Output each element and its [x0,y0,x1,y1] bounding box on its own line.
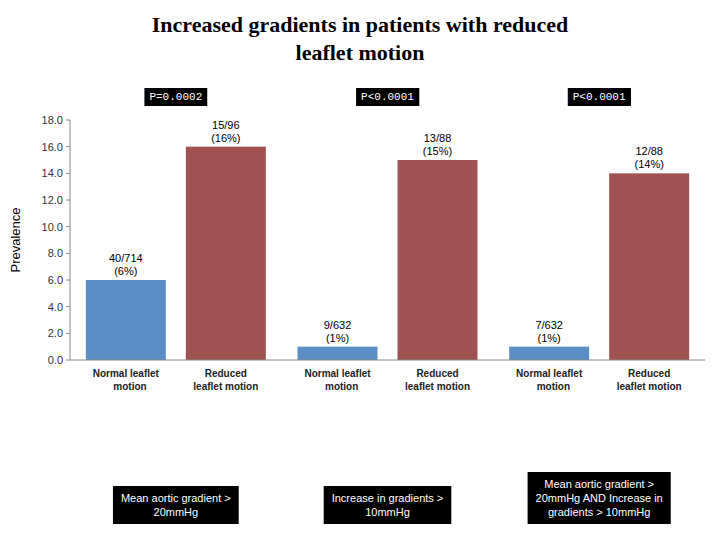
caption-box: Mean aortic gradient >20mmHg AND Increas… [528,472,671,524]
y-tick-label: 4.0 [48,301,63,313]
y-tick-label: 14.0 [42,167,63,179]
p-value-background [356,88,419,106]
bar [186,147,266,360]
x-tick-label: Normal leaflet motion [93,368,160,392]
y-tick-label: 2.0 [48,327,63,339]
x-tick-label: Reducedleaflet motion [405,368,470,392]
bar [609,173,689,360]
data-label: 40/714(6%) [109,252,143,277]
y-tick [66,333,70,334]
x-tick-label: Reducedleaflet motion [193,368,258,392]
y-axis-label: Prevalence [8,207,23,272]
p-value: P<0.0001 [361,91,414,103]
p-value-box: P=0.0002 [144,88,207,106]
x-tick-label: Reducedleaflet motion [617,368,682,392]
y-tick-label: 10.0 [42,221,63,233]
bars [86,147,689,360]
y-tick-label: 12.0 [42,194,63,206]
p-value-background [144,88,207,106]
group-caption: Mean aortic gradient >20mmHg [121,492,231,518]
bar [298,347,378,360]
bar [86,280,166,360]
data-label: 13/88(15%) [423,132,452,157]
x-tick-label: Normal leaflet motion [304,368,371,392]
y-tick [66,306,70,307]
p-value-background [568,88,631,106]
y-tick [66,200,70,201]
y-tick [66,253,70,254]
p-value: P<0.0001 [573,91,626,103]
y-tick [66,280,70,281]
bar [509,347,589,360]
p-value-box: P<0.0001 [356,88,419,106]
y-tick-label: 6.0 [48,274,63,286]
y-tick-label: 0.0 [48,354,63,366]
bar [398,160,478,360]
data-label: 12/88(14%) [634,145,663,170]
y-tick-label: 8.0 [48,247,63,259]
x-tick-label: Normal leaflet motion [516,368,583,392]
caption-box: Increase in gradients >10mmHg [324,486,452,524]
y-tick [66,146,70,147]
chart: Increased gradients in patients with red… [0,0,720,540]
title: Increased gradients in patients with red… [152,12,569,65]
y-tick [66,226,70,227]
caption-background [528,472,671,524]
caption-background [113,486,239,524]
group-caption: Mean aortic gradient >20mmHg AND Increas… [536,478,663,518]
caption-background [324,486,452,524]
caption-box: Mean aortic gradient >20mmHg [113,486,239,524]
y-tick [66,173,70,174]
data-label: 15/96(16%) [211,119,240,144]
data-label: 7/632(1%) [535,319,563,344]
p-value: P=0.0002 [149,91,202,103]
x-axis [70,360,705,361]
y-axis [70,120,71,360]
y-tick [66,360,70,361]
y-tick [66,120,70,121]
group-caption: Increase in gradients >10mmHg [332,492,444,518]
y-tick-label: 16.0 [42,141,63,153]
p-value-box: P<0.0001 [568,88,631,106]
data-label: 9/632(1%) [324,319,352,344]
y-tick-label: 18.0 [42,114,63,126]
